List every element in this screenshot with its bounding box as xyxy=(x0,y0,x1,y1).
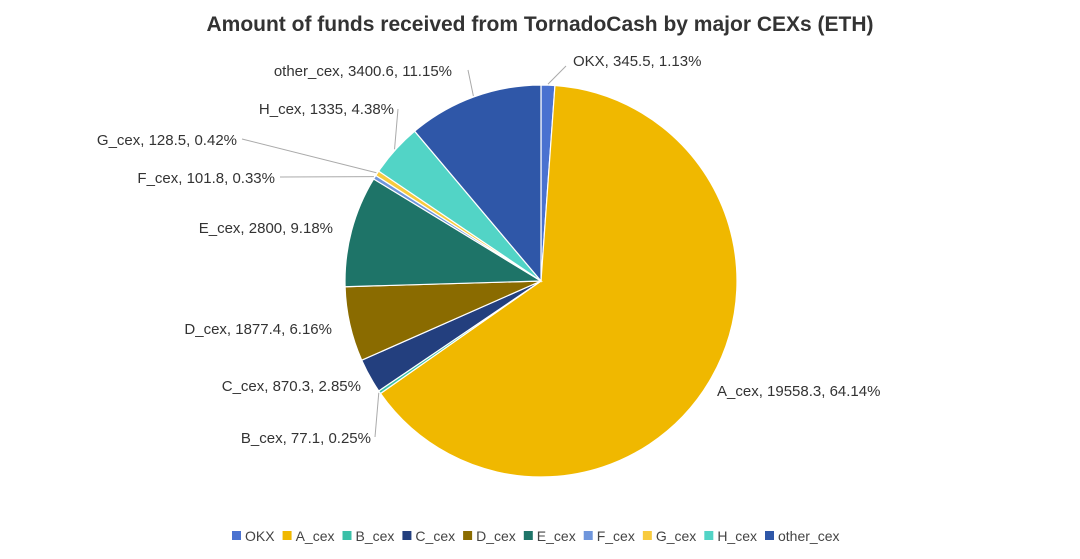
leader-line xyxy=(467,69,474,97)
chart-title: Amount of funds received from TornadoCas… xyxy=(206,13,873,36)
data-label: F_cex, 101.8, 0.33% xyxy=(137,170,275,187)
legend-item[interactable]: E_cex xyxy=(523,528,576,544)
legend-swatch xyxy=(704,531,714,540)
legend-label: OKX xyxy=(245,528,275,544)
legend-item[interactable]: D_cex xyxy=(463,528,516,544)
legend-swatch xyxy=(402,531,412,540)
data-label: B_cex, 77.1, 0.25% xyxy=(241,430,371,447)
data-label: D_cex, 1877.4, 6.16% xyxy=(184,321,332,338)
leader-line xyxy=(241,138,377,174)
legend-swatch xyxy=(342,531,352,540)
leader-line xyxy=(394,108,399,150)
leader-line xyxy=(374,392,380,438)
legend-item[interactable]: B_cex xyxy=(342,528,395,544)
legend-label: B_cex xyxy=(356,528,395,544)
pie-slice-e-cex xyxy=(344,178,544,288)
legend-label: G_cex xyxy=(656,528,696,544)
legend-item[interactable]: H_cex xyxy=(704,528,757,544)
legend-label: D_cex xyxy=(476,528,516,544)
legend-swatch xyxy=(642,531,652,540)
legend-swatch xyxy=(583,531,593,540)
legend-label: other_cex xyxy=(778,528,839,544)
legend-item[interactable]: G_cex xyxy=(642,528,696,544)
leader-line xyxy=(547,65,567,85)
legend-label: E_cex xyxy=(537,528,576,544)
legend-item[interactable]: F_cex xyxy=(583,528,635,544)
legend-swatch xyxy=(463,531,473,540)
data-label: H_cex, 1335, 4.38% xyxy=(259,101,394,118)
legend-label: A_cex xyxy=(296,528,335,544)
legend-label: F_cex xyxy=(597,528,635,544)
data-label: other_cex, 3400.6, 11.15% xyxy=(274,63,452,80)
pie-slice-other-cex xyxy=(413,84,542,283)
legend-item[interactable]: A_cex xyxy=(282,528,335,544)
legend-item[interactable]: C_cex xyxy=(402,528,455,544)
legend-label: H_cex xyxy=(717,528,757,544)
legend-item[interactable]: OKX xyxy=(232,528,275,544)
data-label: G_cex, 128.5, 0.42% xyxy=(97,132,237,149)
legend-swatch xyxy=(765,531,774,540)
legend-swatch xyxy=(523,531,533,540)
data-label: E_cex, 2800, 9.18% xyxy=(199,220,333,237)
data-label: OKX, 345.5, 1.13% xyxy=(573,53,701,70)
legend-swatch xyxy=(282,531,292,540)
legend-label: C_cex xyxy=(415,528,455,544)
data-label: A_cex, 19558.3, 64.14% xyxy=(717,383,880,400)
pie-slice-a-cex xyxy=(379,84,738,478)
legend-item[interactable]: other_cex xyxy=(765,528,839,544)
legend-swatch xyxy=(232,531,241,540)
data-label: C_cex, 870.3, 2.85% xyxy=(222,378,361,395)
